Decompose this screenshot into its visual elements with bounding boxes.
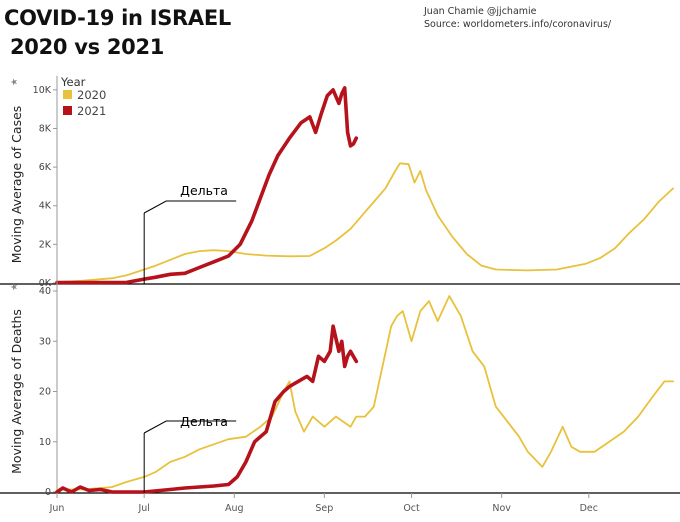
cases-y-tick-label: 6K <box>39 162 52 173</box>
cases-annotation-leader <box>143 200 237 214</box>
chart-title-line2: 2020 vs 2021 <box>10 35 165 59</box>
x-tick-label: Sep <box>315 503 333 514</box>
cases-series-2020-line <box>56 162 674 284</box>
x-tick-label: Jun <box>49 503 65 514</box>
legend-label-2021[interactable]: 2021 <box>77 104 106 118</box>
cases-panel: 0K 2K 4K 6K 8K 10K Moving Average of Cases ★ Дел… <box>0 76 680 289</box>
x-tick-label: Dec <box>580 503 598 514</box>
cases-annotation-label: Дельта <box>180 183 228 198</box>
cases-y-tick-label: 8K <box>39 123 52 134</box>
cases-y-tick-label: 4K <box>39 201 52 212</box>
x-tick-label: Aug <box>225 503 244 514</box>
cases-y-tick-label: 2K <box>39 239 52 250</box>
x-tick-label: Oct <box>403 503 420 514</box>
chart-title: COVID-19 in ISRAEL 2020 vs 2021 <box>4 4 231 62</box>
legend-swatch-2020[interactable] <box>63 90 72 99</box>
chart-title-line1: COVID-19 in ISRAEL <box>4 6 231 30</box>
deaths-panel: 0 10 20 30 40 Moving Average of Deaths ★ Дельта <box>0 281 680 498</box>
deaths-y-tick-label: 0 <box>45 487 51 498</box>
deaths-y-tick-label: 10 <box>39 437 51 448</box>
deaths-y-tick-label: 20 <box>39 387 51 398</box>
x-tick-label: Jul <box>137 503 149 514</box>
deaths-annotation-label: Дельта <box>180 414 228 429</box>
author-credit: Juan Chamie @jjchamie <box>424 6 537 17</box>
deaths-series-2021-line <box>55 324 359 494</box>
x-tick-label: Nov <box>492 503 511 514</box>
deaths-y-tick-label: 30 <box>39 336 51 347</box>
cases-series-2021-line <box>55 86 359 285</box>
deaths-annotation-leader <box>143 420 237 434</box>
deaths-y-tick-label: 40 <box>39 286 51 297</box>
cases-y-tick-label: 0K <box>39 278 52 289</box>
pin-icon[interactable]: ★ <box>10 78 20 86</box>
legend-title: Year <box>60 75 86 89</box>
x-axis: Jun Jul Aug Sep Oct Nov Dec <box>49 493 598 514</box>
pin-icon[interactable]: ★ <box>10 283 20 291</box>
deaths-y-axis-label: Moving Average of Deaths <box>9 309 24 474</box>
legend-swatch-2021[interactable] <box>63 106 72 115</box>
credit-block: Juan Chamie @jjchamie Source: worldomete… <box>424 5 611 31</box>
legend-label-2020[interactable]: 2020 <box>77 88 106 102</box>
source-credit: Source: worldometers.info/coronavirus/ <box>424 19 612 30</box>
deaths-series-2020-line <box>56 295 674 491</box>
cases-y-tick-label: 10K <box>33 85 52 96</box>
cases-y-axis-label: Moving Average of Cases <box>9 106 24 264</box>
